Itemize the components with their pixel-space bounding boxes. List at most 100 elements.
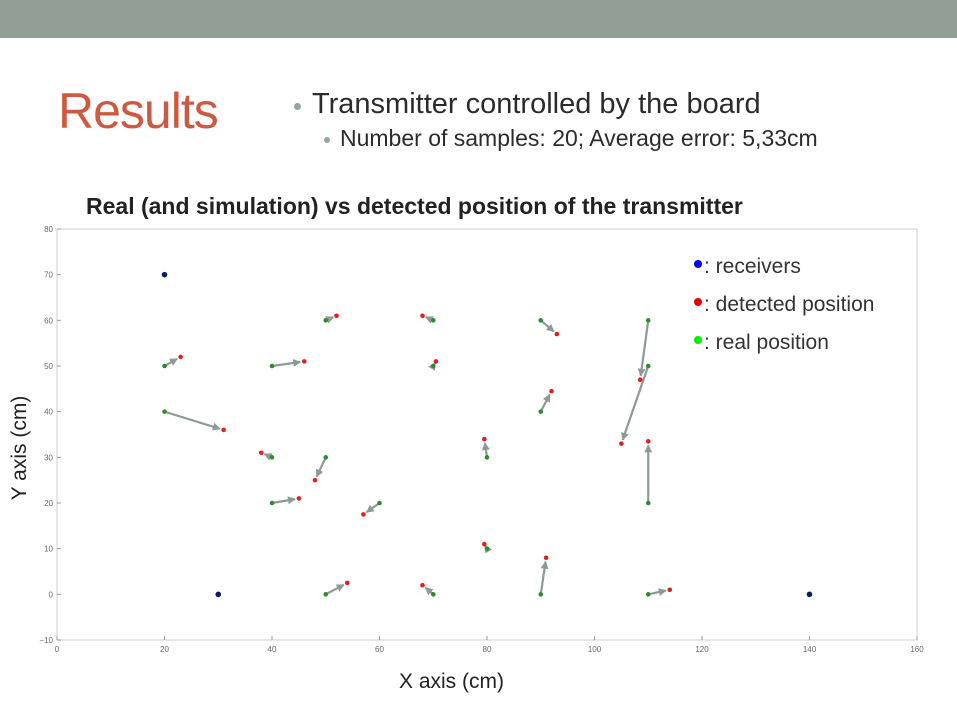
- real-position-point: [484, 546, 490, 551]
- y-tick-label: 70: [44, 271, 53, 280]
- real-position-point: [430, 363, 436, 369]
- real-position-point: [430, 318, 436, 323]
- y-axis-label: Y axis (cm): [8, 395, 31, 501]
- legend-label-receivers: : receivers: [704, 255, 801, 278]
- detected-position-point: [258, 450, 264, 456]
- error-arrow: [164, 410, 221, 431]
- bullet-list: Transmitter controlled by the board Numb…: [292, 88, 818, 152]
- detected-position-point: [301, 359, 307, 364]
- real-position-point: [323, 592, 329, 597]
- legend-dot-detected: [694, 298, 702, 306]
- real-position-point: [645, 592, 651, 597]
- detected-position-point: [482, 436, 487, 442]
- x-tick-label: 0: [55, 645, 60, 654]
- detected-position-point: [221, 427, 226, 433]
- legend-dot-real: [694, 336, 702, 344]
- error-arrow: [325, 583, 345, 596]
- detected-position-point: [420, 582, 425, 588]
- error-arrow: [540, 319, 555, 333]
- x-tick-label: 40: [268, 645, 277, 654]
- real-position-point: [323, 318, 329, 323]
- real-position-point: [538, 318, 544, 323]
- real-position-point: [323, 455, 329, 460]
- real-position-point: [377, 500, 382, 506]
- legend: : receivers : detected position : real p…: [694, 255, 874, 369]
- real-position-point: [269, 500, 275, 506]
- receiver-point: [161, 271, 168, 278]
- detected-position-point: [334, 313, 339, 319]
- y-tick-label: −10: [39, 636, 53, 645]
- legend-item-receivers: : receivers: [694, 255, 874, 293]
- real-position-point: [430, 592, 436, 597]
- top-band: [0, 0, 957, 38]
- detected-position-point: [554, 331, 560, 337]
- detected-position-point: [361, 512, 366, 517]
- real-position-point: [538, 592, 544, 597]
- detected-position-point: [433, 359, 439, 364]
- x-tick-label: 80: [483, 645, 492, 654]
- legend-dot-receivers: [694, 260, 702, 268]
- x-tick-label: 140: [803, 645, 817, 654]
- detected-position-point: [637, 377, 643, 383]
- bullet-sub: Number of samples: 20; Average error: 5,…: [322, 125, 818, 152]
- x-axis-label: X axis (cm): [399, 670, 504, 693]
- x-tick-label: 100: [588, 645, 602, 654]
- detected-position-point: [296, 496, 302, 501]
- real-position-point: [162, 409, 167, 414]
- slide-title: Results: [58, 83, 219, 139]
- legend-label-detected: : detected position: [704, 293, 875, 316]
- detected-position-point: [543, 555, 549, 561]
- y-tick-label: 30: [44, 453, 53, 462]
- detected-position-point: [482, 541, 487, 547]
- real-position-point: [269, 455, 275, 460]
- detected-position-point: [420, 313, 425, 319]
- legend-item-real: : real position: [694, 331, 874, 369]
- x-tick-label: 20: [160, 645, 169, 654]
- error-arrow: [315, 456, 327, 478]
- error-arrow: [163, 357, 179, 367]
- real-position-point: [645, 500, 651, 506]
- error-arrow: [365, 502, 381, 514]
- error-arrow: [481, 442, 490, 458]
- x-tick-label: 60: [375, 645, 384, 654]
- legend-item-detected: : detected position: [694, 293, 874, 331]
- receiver-point: [215, 591, 222, 598]
- real-position-point: [645, 318, 651, 323]
- y-tick-label: 60: [44, 316, 53, 325]
- detected-position-point: [344, 580, 350, 586]
- real-position-point: [269, 363, 275, 369]
- chart-title: Real (and simulation) vs detected positi…: [86, 193, 743, 219]
- x-tick-label: 160: [910, 645, 924, 654]
- error-arrow: [637, 320, 650, 377]
- detected-position-point: [619, 441, 624, 446]
- detected-position-point: [178, 354, 183, 360]
- error-arrow: [271, 496, 296, 505]
- error-arrow: [648, 588, 667, 596]
- axis-ticks: 0 20 40 60 80 100 120 140 160−100102030405060708…: [39, 225, 924, 654]
- bullet-main: Transmitter controlled by the board: [292, 88, 818, 121]
- real-position-point: [484, 455, 490, 460]
- error-arrow: [621, 365, 650, 441]
- y-tick-label: 10: [44, 545, 53, 554]
- real-position-point: [538, 409, 544, 414]
- legend-label-real: : real position: [704, 331, 829, 354]
- y-tick-label: 0: [49, 590, 54, 599]
- error-arrow: [539, 393, 551, 413]
- y-tick-label: 80: [44, 225, 53, 234]
- plot-area: [56, 228, 918, 641]
- error-arrow: [271, 359, 302, 368]
- detected-position-point: [549, 388, 554, 394]
- y-tick-label: 50: [44, 362, 53, 371]
- y-tick-label: 40: [44, 408, 53, 417]
- data-points: [161, 271, 813, 598]
- detected-position-point: [645, 439, 651, 444]
- y-tick-label: 20: [44, 499, 53, 508]
- real-position-point: [162, 363, 167, 369]
- error-arrow: [539, 560, 549, 595]
- x-tick-label: 120: [695, 645, 709, 654]
- detected-position-point: [312, 477, 318, 483]
- receiver-point: [806, 591, 813, 598]
- real-position-point: [645, 363, 651, 369]
- detected-position-point: [667, 587, 673, 593]
